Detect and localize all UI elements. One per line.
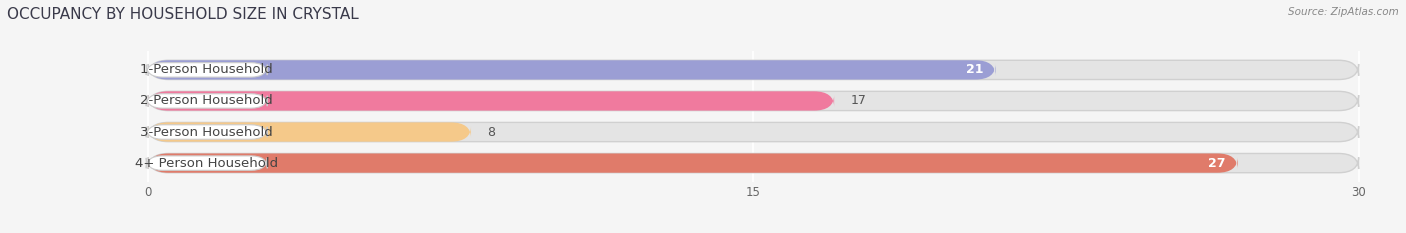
FancyBboxPatch shape (146, 156, 267, 170)
Text: Source: ZipAtlas.com: Source: ZipAtlas.com (1288, 7, 1399, 17)
FancyBboxPatch shape (148, 60, 1358, 79)
Text: 4+ Person Household: 4+ Person Household (135, 157, 278, 170)
FancyBboxPatch shape (148, 60, 995, 79)
FancyBboxPatch shape (148, 122, 1358, 142)
FancyBboxPatch shape (148, 91, 1358, 111)
Text: 3-Person Household: 3-Person Household (141, 126, 273, 139)
FancyBboxPatch shape (148, 154, 1358, 173)
Text: OCCUPANCY BY HOUSEHOLD SIZE IN CRYSTAL: OCCUPANCY BY HOUSEHOLD SIZE IN CRYSTAL (7, 7, 359, 22)
FancyBboxPatch shape (148, 91, 834, 111)
FancyBboxPatch shape (146, 63, 267, 77)
Text: 8: 8 (486, 126, 495, 139)
FancyBboxPatch shape (148, 154, 1237, 173)
Text: 2-Person Household: 2-Person Household (141, 94, 273, 107)
FancyBboxPatch shape (146, 125, 267, 139)
FancyBboxPatch shape (146, 94, 267, 108)
Text: 1-Person Household: 1-Person Household (141, 63, 273, 76)
Text: 17: 17 (851, 94, 866, 107)
Text: 27: 27 (1208, 157, 1226, 170)
Text: 21: 21 (966, 63, 983, 76)
FancyBboxPatch shape (148, 122, 471, 142)
